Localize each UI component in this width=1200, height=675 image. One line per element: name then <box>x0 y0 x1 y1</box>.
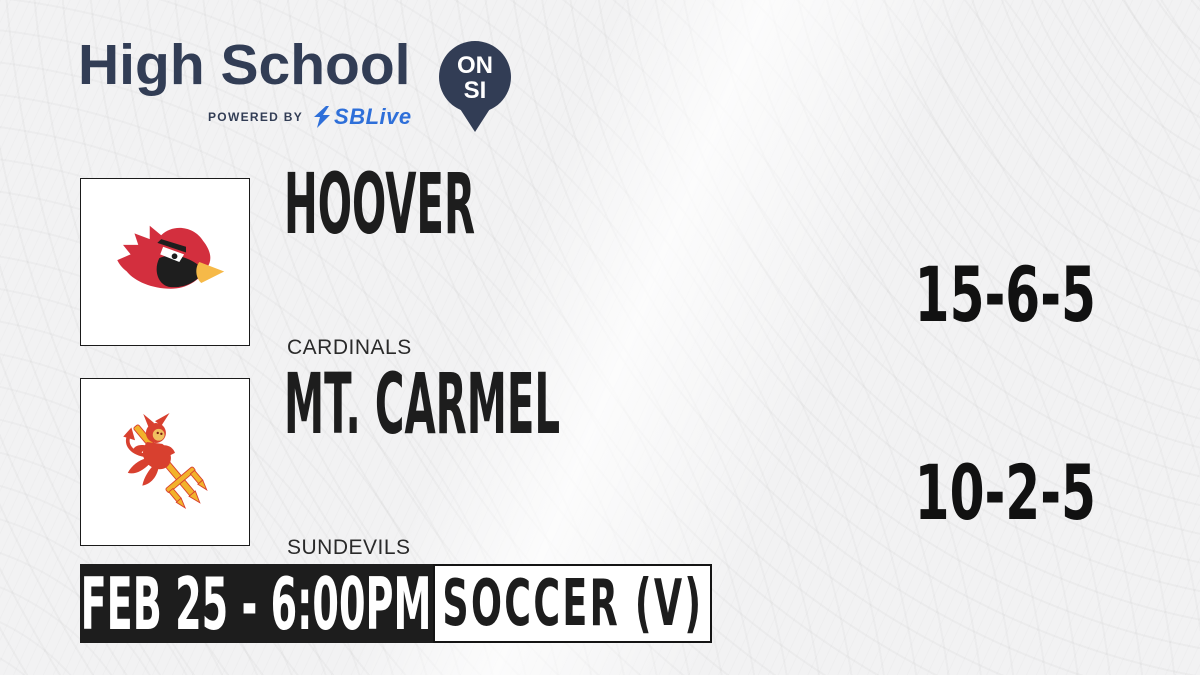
pin-text-si: SI <box>464 77 487 104</box>
team2-record-wrap: 10-2-5 <box>850 455 1160 531</box>
team1-mascot-label: CARDINALS <box>287 336 412 359</box>
team1-record: 15-6-5 <box>914 250 1096 339</box>
sblive-wordmark: SBLive <box>334 104 412 129</box>
event-sport-box: SOCCER (V) <box>433 564 712 643</box>
team2-mascot-label: SUNDEVILS <box>287 536 411 559</box>
highschool-wordmark: High School <box>78 33 411 97</box>
team2-logo-box <box>80 378 250 546</box>
event-datetime: FEB 25 - 6:00PM <box>81 561 432 646</box>
pin-text-on: ON <box>457 52 493 79</box>
sun-devil-icon <box>123 412 208 510</box>
team1-record-wrap: 15-6-5 <box>850 257 1160 333</box>
team2-record: 10-2-5 <box>914 448 1096 537</box>
powered-by-row: POWERED BY SBLive <box>208 104 412 130</box>
event-sport: SOCCER (V) <box>442 566 703 641</box>
cardinal-head-icon <box>117 225 225 289</box>
team1-logo-box <box>80 178 250 346</box>
on-si-pin-icon: ON SI <box>439 41 511 132</box>
event-datetime-box: FEB 25 - 6:00PM <box>80 564 433 643</box>
team2-name: MT. CARMEL <box>284 355 561 453</box>
sblive-bolt-icon <box>314 106 331 128</box>
powered-by-label: POWERED BY <box>208 110 304 124</box>
sblive-logo: SBLive <box>312 104 412 130</box>
team1-name: HOOVER <box>284 155 476 253</box>
